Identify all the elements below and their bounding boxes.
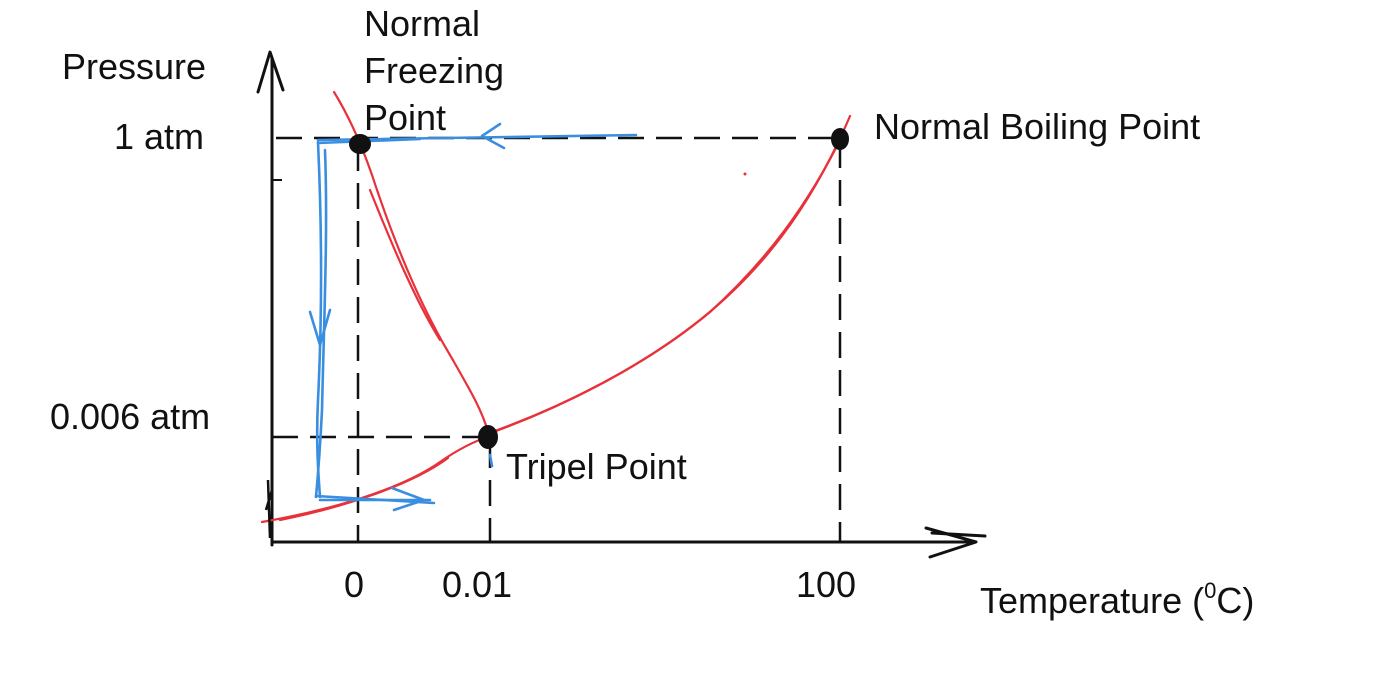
path-arrow-down — [308, 308, 332, 347]
normal-freezing-point-marker — [349, 134, 371, 154]
origin-mark — [264, 479, 274, 539]
triple-point-marker — [478, 425, 498, 449]
vaporization-curve — [486, 114, 852, 436]
x-axis-label-text: Temperature ( — [980, 580, 1205, 621]
stray-mark — [743, 172, 747, 176]
normal-freezing-point-label-line: Normal — [364, 3, 481, 44]
normal-freezing-point-label: Normal Freezing Point — [364, 0, 534, 141]
y-axis-label: Pressure — [62, 46, 207, 87]
path-tail — [488, 453, 494, 468]
pressure-tick-one-atm: 1 atm — [114, 116, 205, 157]
path-isobaric-cooling — [316, 133, 638, 142]
normal-freezing-point-label-line: Point — [364, 97, 447, 138]
normal-freezing-point-label-line: Freezing — [364, 50, 505, 91]
triple-point-label: Tripel Point — [506, 446, 687, 487]
path-arrow-left — [480, 122, 506, 150]
fusion-curve-stroke2 — [368, 188, 442, 342]
path-isothermal-compression-stroke2 — [314, 148, 328, 499]
vaporization-curve-stroke2 — [490, 130, 846, 434]
y-axis-arrow — [256, 50, 285, 94]
path-arrow-right — [390, 486, 426, 512]
x-axis-arrow-stroke — [930, 531, 987, 538]
normal-boiling-point-marker — [831, 128, 849, 150]
x-axis-unit-tail: C) — [1216, 580, 1255, 621]
x-axis-unit-superscript: 0 — [1204, 578, 1217, 603]
temperature-tick-zero: 0 — [344, 564, 365, 605]
sublimation-curve — [260, 434, 492, 524]
key-points — [349, 128, 849, 449]
normal-boiling-point-label: Normal Boiling Point — [874, 106, 1201, 147]
temperature-tick-hundred: 100 — [796, 564, 857, 605]
pressure-tick-triple: 0.006 atm — [50, 396, 211, 437]
sublimation-curve-stroke2 — [278, 456, 450, 522]
x-axis-label: Temperature (0C) — [980, 580, 1254, 622]
axes — [256, 50, 987, 559]
process-path — [308, 122, 638, 512]
temperature-tick-triple: 0.01 — [442, 564, 513, 605]
